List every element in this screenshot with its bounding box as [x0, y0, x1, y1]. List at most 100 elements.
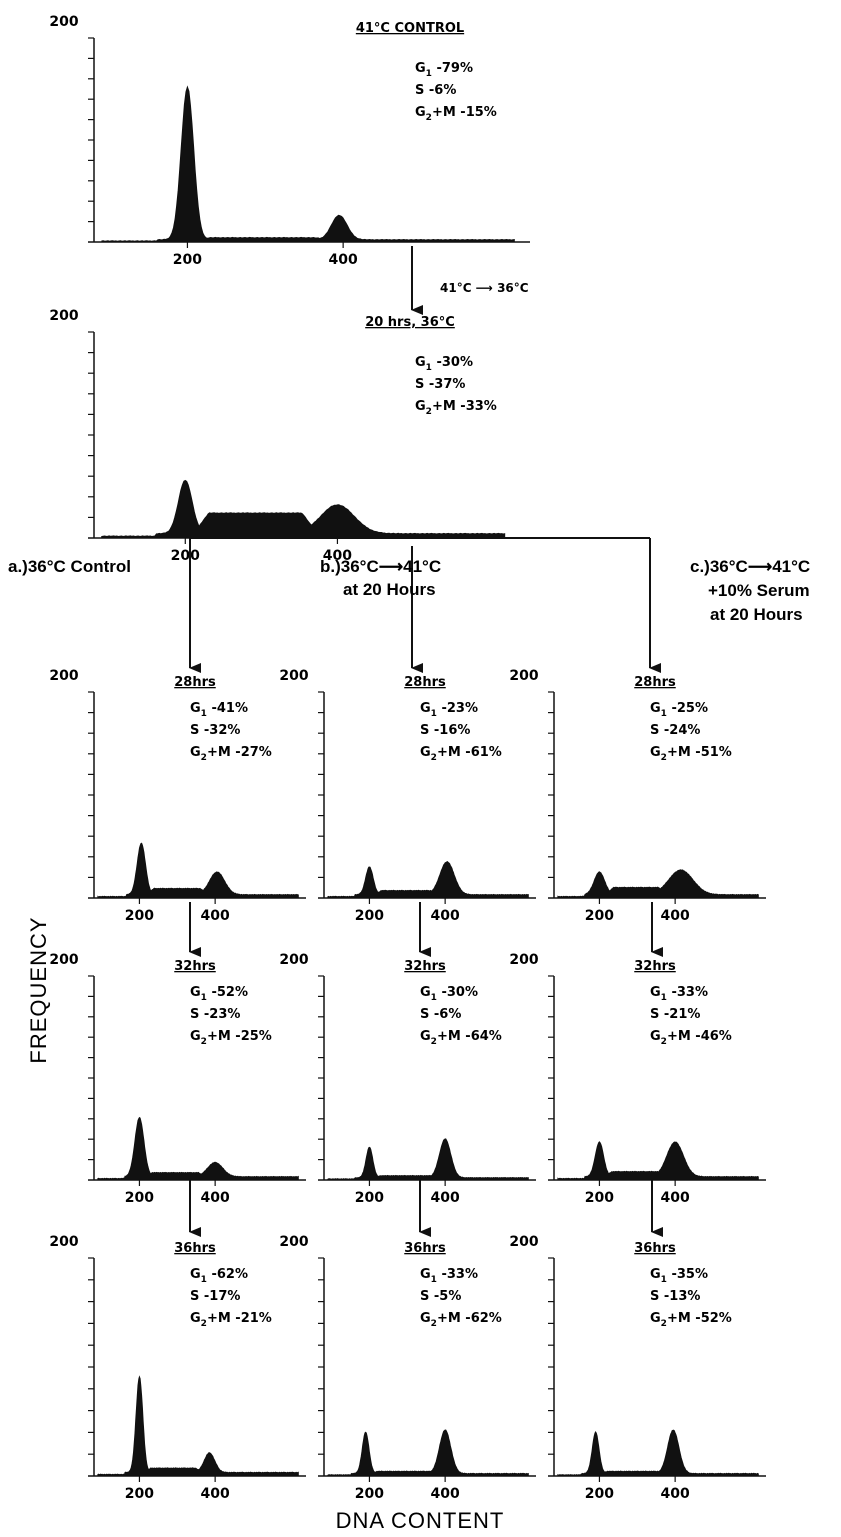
panel-title: 32hrs	[404, 959, 446, 974]
x-tick-label: 400	[431, 908, 460, 924]
phase-stat-s: S -32%	[190, 723, 240, 738]
histogram-area	[97, 1375, 299, 1477]
phase-stat-g1: G1 -41%	[190, 701, 248, 719]
phase-stat-g2plusm: G2+M -46%	[650, 1029, 732, 1047]
x-tick-label: 200	[355, 1190, 384, 1206]
branch-c-label-line3: at 20 Hours	[710, 605, 803, 624]
histogram-panels: 200 200 400 41°C CONTROL G1 -79% S -6% G2+M -1…	[49, 14, 766, 1502]
panel-title: 36hrs	[404, 1241, 446, 1256]
y-max-label: 200	[49, 14, 78, 30]
phase-stat-g1: G1 -33%	[650, 985, 708, 1003]
histogram-panel-p8: 200 200 400 36hrs G1 -62% S -17% G2+M -21%	[49, 1234, 306, 1502]
x-tick-label: 400	[201, 1190, 230, 1206]
x-tick-label: 200	[173, 252, 202, 268]
panel-title: 41°C CONTROL	[356, 21, 464, 36]
y-max-label: 200	[509, 1234, 538, 1250]
x-tick-label: 200	[125, 1190, 154, 1206]
y-max-label: 200	[279, 668, 308, 684]
histogram-area	[101, 479, 506, 539]
histogram-area	[327, 1138, 529, 1181]
x-tick-label: 200	[585, 1190, 614, 1206]
x-tick-label: 400	[661, 908, 690, 924]
panel-title: 36hrs	[174, 1241, 216, 1256]
phase-stat-g2plusm: G2+M -33%	[415, 399, 497, 417]
x-tick-label: 400	[323, 548, 352, 564]
x-tick-label: 400	[661, 1486, 690, 1502]
phase-stat-s: S -6%	[420, 1007, 461, 1022]
phase-stat-g2plusm: G2+M -27%	[190, 745, 272, 763]
branch-b-label-line2: at 20 Hours	[343, 580, 436, 599]
histogram-area	[101, 85, 515, 243]
histogram-panel-p0: 200 200 400 41°C CONTROL G1 -79% S -6% G2+M -1…	[49, 14, 530, 268]
phase-stat-s: S -23%	[190, 1007, 240, 1022]
panel-title: 28hrs	[174, 675, 216, 690]
x-tick-label: 200	[585, 1486, 614, 1502]
phase-stat-g1: G1 -62%	[190, 1267, 248, 1285]
x-tick-label: 400	[431, 1486, 460, 1502]
phase-stat-g2plusm: G2+M -21%	[190, 1311, 272, 1329]
phase-stat-g1: G1 -23%	[420, 701, 478, 719]
panel-title: 28hrs	[404, 675, 446, 690]
branch-a-label: a.)36°C Control	[8, 557, 131, 576]
histogram-panel-p3: 200 200 400 28hrs G1 -23% S -16% G2+M -61%	[279, 668, 536, 924]
phase-stat-g2plusm: G2+M -15%	[415, 105, 497, 123]
y-axis-title: FREQUENCY	[26, 916, 51, 1063]
histogram-panel-p5: 200 200 400 32hrs G1 -52% S -23% G2+M -25%	[49, 952, 306, 1206]
histogram-panel-p9: 200 200 400 36hrs G1 -33% S -5% G2+M -62%	[279, 1234, 536, 1502]
x-tick-label: 400	[201, 1486, 230, 1502]
panel-title: 28hrs	[634, 675, 676, 690]
phase-stat-g2plusm: G2+M -51%	[650, 745, 732, 763]
histogram-panel-p6: 200 200 400 32hrs G1 -30% S -6% G2+M -64%	[279, 952, 536, 1206]
x-tick-label: 400	[329, 252, 358, 268]
phase-stat-s: S -13%	[650, 1289, 700, 1304]
y-max-label: 200	[509, 952, 538, 968]
histogram-area	[557, 1429, 759, 1477]
histogram-area	[327, 861, 529, 899]
phase-stat-g2plusm: G2+M -52%	[650, 1311, 732, 1329]
phase-stat-g1: G1 -33%	[420, 1267, 478, 1285]
phase-stat-g1: G1 -30%	[420, 985, 478, 1003]
phase-stat-g1: G1 -30%	[415, 355, 473, 373]
x-tick-label: 200	[125, 1486, 154, 1502]
y-max-label: 200	[509, 668, 538, 684]
histogram-area	[97, 842, 299, 899]
x-tick-label: 200	[125, 908, 154, 924]
phase-stat-s: S -21%	[650, 1007, 700, 1022]
phase-stat-g2plusm: G2+M -61%	[420, 745, 502, 763]
x-tick-label: 200	[355, 1486, 384, 1502]
phase-stat-g1: G1 -25%	[650, 701, 708, 719]
y-max-label: 200	[49, 1234, 78, 1250]
phase-stat-g1: G1 -79%	[415, 61, 473, 79]
x-tick-label: 200	[355, 908, 384, 924]
panel-title: 32hrs	[174, 959, 216, 974]
histogram-panel-p7: 200 200 400 32hrs G1 -33% S -21% G2+M -46%	[509, 952, 766, 1206]
histogram-area	[97, 1116, 299, 1181]
phase-stat-s: S -5%	[420, 1289, 461, 1304]
temperature-shift-label: 41°C ⟶ 36°C	[440, 281, 529, 295]
phase-stat-s: S -24%	[650, 723, 700, 738]
phase-stat-g1: G1 -52%	[190, 985, 248, 1003]
flow-connectors	[189, 246, 663, 1237]
x-tick-label: 400	[201, 908, 230, 924]
histogram-panel-p2: 200 200 400 28hrs G1 -41% S -32% G2+M -27%	[49, 668, 306, 924]
panel-title: 36hrs	[634, 1241, 676, 1256]
phase-stat-s: S -16%	[420, 723, 470, 738]
branch-c-label-line1: c.)36°C⟶41°C	[690, 557, 810, 576]
y-max-label: 200	[279, 952, 308, 968]
phase-stat-g2plusm: G2+M -25%	[190, 1029, 272, 1047]
branch-b-label-line1: b.)36°C⟶41°C	[320, 557, 441, 576]
phase-stat-s: S -37%	[415, 377, 465, 392]
phase-stat-g1: G1 -35%	[650, 1267, 708, 1285]
histogram-panel-p10: 200 200 400 36hrs G1 -35% S -13% G2+M -52%	[509, 1234, 766, 1502]
phase-stat-g2plusm: G2+M -64%	[420, 1029, 502, 1047]
phase-stat-g2plusm: G2+M -62%	[420, 1311, 502, 1329]
y-max-label: 200	[49, 308, 78, 324]
histogram-panel-p1: 200 200 400 20 hrs, 36°C G1 -30% S -37% G2+M -…	[49, 308, 520, 564]
phase-stat-s: S -6%	[415, 83, 456, 98]
panel-title: 32hrs	[634, 959, 676, 974]
histogram-area	[557, 1141, 759, 1181]
x-tick-label: 400	[661, 1190, 690, 1206]
phase-stat-s: S -17%	[190, 1289, 240, 1304]
panel-title: 20 hrs, 36°C	[365, 315, 455, 330]
